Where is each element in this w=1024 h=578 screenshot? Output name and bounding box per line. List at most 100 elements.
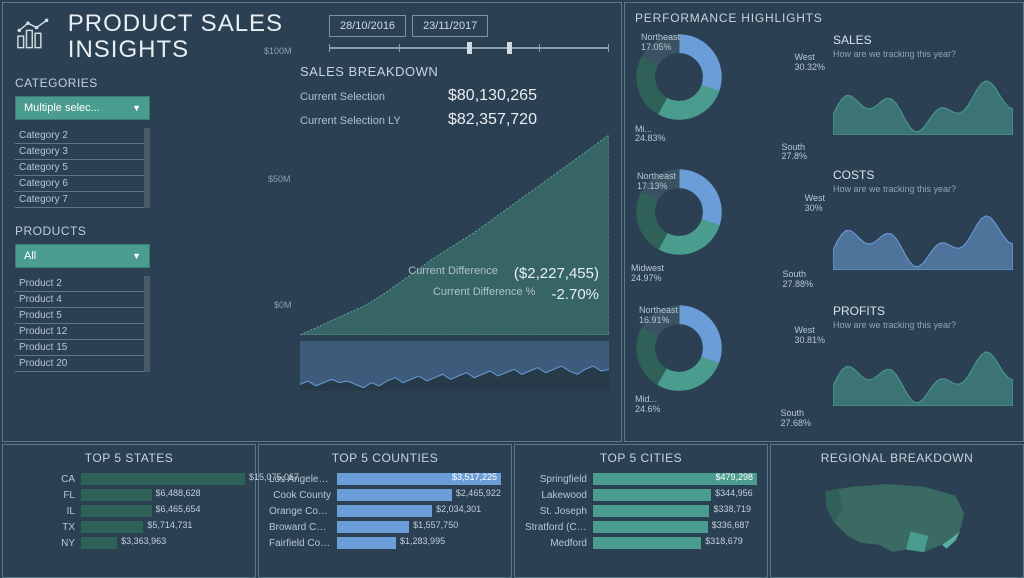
slider-handle-from[interactable]: [467, 42, 472, 54]
cumulative-area-chart: Current Difference ($2,227,455) Current D…: [300, 135, 609, 335]
metric-label: Current Selection LY: [300, 115, 420, 127]
chevron-down-icon: ▼: [132, 103, 141, 113]
donut-label: West30.81%: [794, 326, 825, 346]
mini-trend: COSTS How are we tracking this year?: [833, 168, 1013, 297]
list-item[interactable]: Category 7: [15, 192, 144, 208]
products-list[interactable]: Product 2 Product 4 Product 5 Product 12…: [15, 276, 150, 372]
page-title: PRODUCT SALES INSIGHTS: [68, 11, 315, 64]
list-item[interactable]: Product 4: [15, 292, 144, 308]
top-states-title: TOP 5 STATES: [13, 451, 245, 465]
products-dropdown[interactable]: All ▼: [15, 244, 150, 268]
mini-sub: How are we tracking this year?: [833, 49, 1013, 59]
metric-label: Current Selection: [300, 91, 420, 103]
bar-row: Stratford (CDP) $336,687: [525, 521, 757, 533]
mini-title: SALES: [833, 33, 1013, 47]
donut-chart: West30%South27.88%Midwest24.97%Northeast…: [635, 168, 825, 297]
categories-dropdown[interactable]: Multiple selec... ▼: [15, 96, 150, 120]
difference-sparkline: [300, 341, 609, 391]
bar-value: $1,283,995: [400, 536, 445, 546]
list-item[interactable]: Category 2: [15, 128, 144, 144]
bar-value: $3,517,225: [452, 472, 497, 482]
regional-title: REGIONAL BREAKDOWN: [781, 451, 1013, 465]
bar-label: FL: [13, 490, 75, 501]
donut-label: West30.32%: [794, 53, 825, 73]
regional-breakdown-panel: REGIONAL BREAKDOWN: [770, 444, 1024, 578]
slider-track[interactable]: [329, 47, 609, 49]
donut-label: South27.68%: [780, 409, 811, 429]
bar-row: TX $5,714,731: [13, 521, 245, 533]
list-item[interactable]: Category 5: [15, 160, 144, 176]
bar-label: IL: [13, 506, 75, 517]
mini-title: PROFITS: [833, 304, 1013, 318]
mini-trend: SALES How are we tracking this year?: [833, 33, 1013, 162]
donut-label: South27.88%: [782, 270, 813, 290]
list-item[interactable]: Product 2: [15, 276, 144, 292]
bar-label: CA: [13, 474, 75, 485]
diff-value: ($2,227,455): [514, 265, 599, 282]
bar-row: CA $15,075,067: [13, 473, 245, 485]
bar-label: Medford: [525, 538, 587, 549]
bar-row: Cook County $2,465,922: [269, 489, 501, 501]
categories-list[interactable]: Category 2 Category 3 Category 5 Categor…: [15, 128, 150, 208]
top-cities-panel: TOP 5 CITIES Springfield $479,298 Lakewoo…: [514, 444, 768, 578]
bar-value: $5,714,731: [147, 520, 192, 530]
list-item[interactable]: Product 20: [15, 356, 144, 372]
products-label: PRODUCTS: [15, 224, 150, 238]
donut-label: Northeast16.91%: [639, 306, 678, 326]
bar-label: Cook County: [269, 490, 331, 501]
donut-chart: West30.81%South27.68%Mid...24.6%Northeas…: [635, 304, 825, 433]
slider-handle-to[interactable]: [507, 42, 512, 54]
bar-value: $6,465,654: [156, 504, 201, 514]
diff-label: Current Difference: [408, 265, 498, 282]
bar-label: TX: [13, 522, 75, 533]
categories-label: CATEGORIES: [15, 76, 150, 90]
bar-label: St. Joseph: [525, 506, 587, 517]
bar-value: $318,679: [705, 536, 743, 546]
list-item[interactable]: Category 6: [15, 176, 144, 192]
bar-row: IL $6,465,654: [13, 505, 245, 517]
metric-value: $80,130,265: [448, 87, 537, 105]
bar-value: $344,956: [715, 488, 753, 498]
bar-label: NY: [13, 538, 75, 549]
list-item[interactable]: Product 15: [15, 340, 144, 356]
axis-label: $50M: [268, 174, 291, 184]
bar-label: Springfield: [525, 474, 587, 485]
bar-row: NY $3,363,963: [13, 537, 245, 549]
date-range-slider[interactable]: 28/10/2016 23/11/2017: [329, 15, 609, 49]
bar-label: Broward Cou...: [269, 522, 331, 533]
bar-row: Fairfield Cou... $1,283,995: [269, 537, 501, 549]
mini-title: COSTS: [833, 168, 1013, 182]
date-to[interactable]: 23/11/2017: [412, 15, 488, 37]
bar-row: Orange Coun... $2,034,301: [269, 505, 501, 517]
bar-value: $2,034,301: [436, 504, 481, 514]
bar-row: St. Joseph $338,719: [525, 505, 757, 517]
bar-row: Springfield $479,298: [525, 473, 757, 485]
mini-sub: How are we tracking this year?: [833, 320, 1013, 330]
bar-value: $2,465,922: [456, 488, 501, 498]
donut-label: Midwest24.97%: [631, 264, 664, 284]
bar-value: $6,488,628: [156, 488, 201, 498]
mini-sub: How are we tracking this year?: [833, 184, 1013, 194]
donut-label: Northeast17.13%: [637, 172, 676, 192]
mini-trend: PROFITS How are we tracking this year?: [833, 304, 1013, 433]
metric-value: $82,357,720: [448, 111, 537, 129]
diff-pct-label: Current Difference %: [433, 286, 536, 303]
performance-title: PERFORMANCE HIGHLIGHTS: [635, 11, 1013, 25]
scrollbar-thumb[interactable]: [145, 130, 149, 144]
top-cities-title: TOP 5 CITIES: [525, 451, 757, 465]
breakdown-title: SALES BREAKDOWN: [300, 64, 609, 79]
top-counties-panel: TOP 5 COUNTIES Los Angeles ... $3,517,22…: [258, 444, 512, 578]
list-item[interactable]: Category 3: [15, 144, 144, 160]
axis-label: $100M: [264, 46, 292, 56]
bar-label: Lakewood: [525, 490, 587, 501]
list-item[interactable]: Product 5: [15, 308, 144, 324]
performance-panel: PERFORMANCE HIGHLIGHTS West30.32% South27…: [624, 2, 1024, 442]
axis-label: $0M: [274, 300, 292, 310]
date-from[interactable]: 28/10/2016: [329, 15, 406, 37]
list-item[interactable]: Product 12: [15, 324, 144, 340]
bar-value: $3,363,963: [121, 536, 166, 546]
bar-row: Lakewood $344,956: [525, 489, 757, 501]
scrollbar-thumb[interactable]: [145, 278, 149, 292]
donut-label: Mi...24.83%: [635, 125, 666, 145]
donut-label: South27.8%: [781, 143, 807, 163]
